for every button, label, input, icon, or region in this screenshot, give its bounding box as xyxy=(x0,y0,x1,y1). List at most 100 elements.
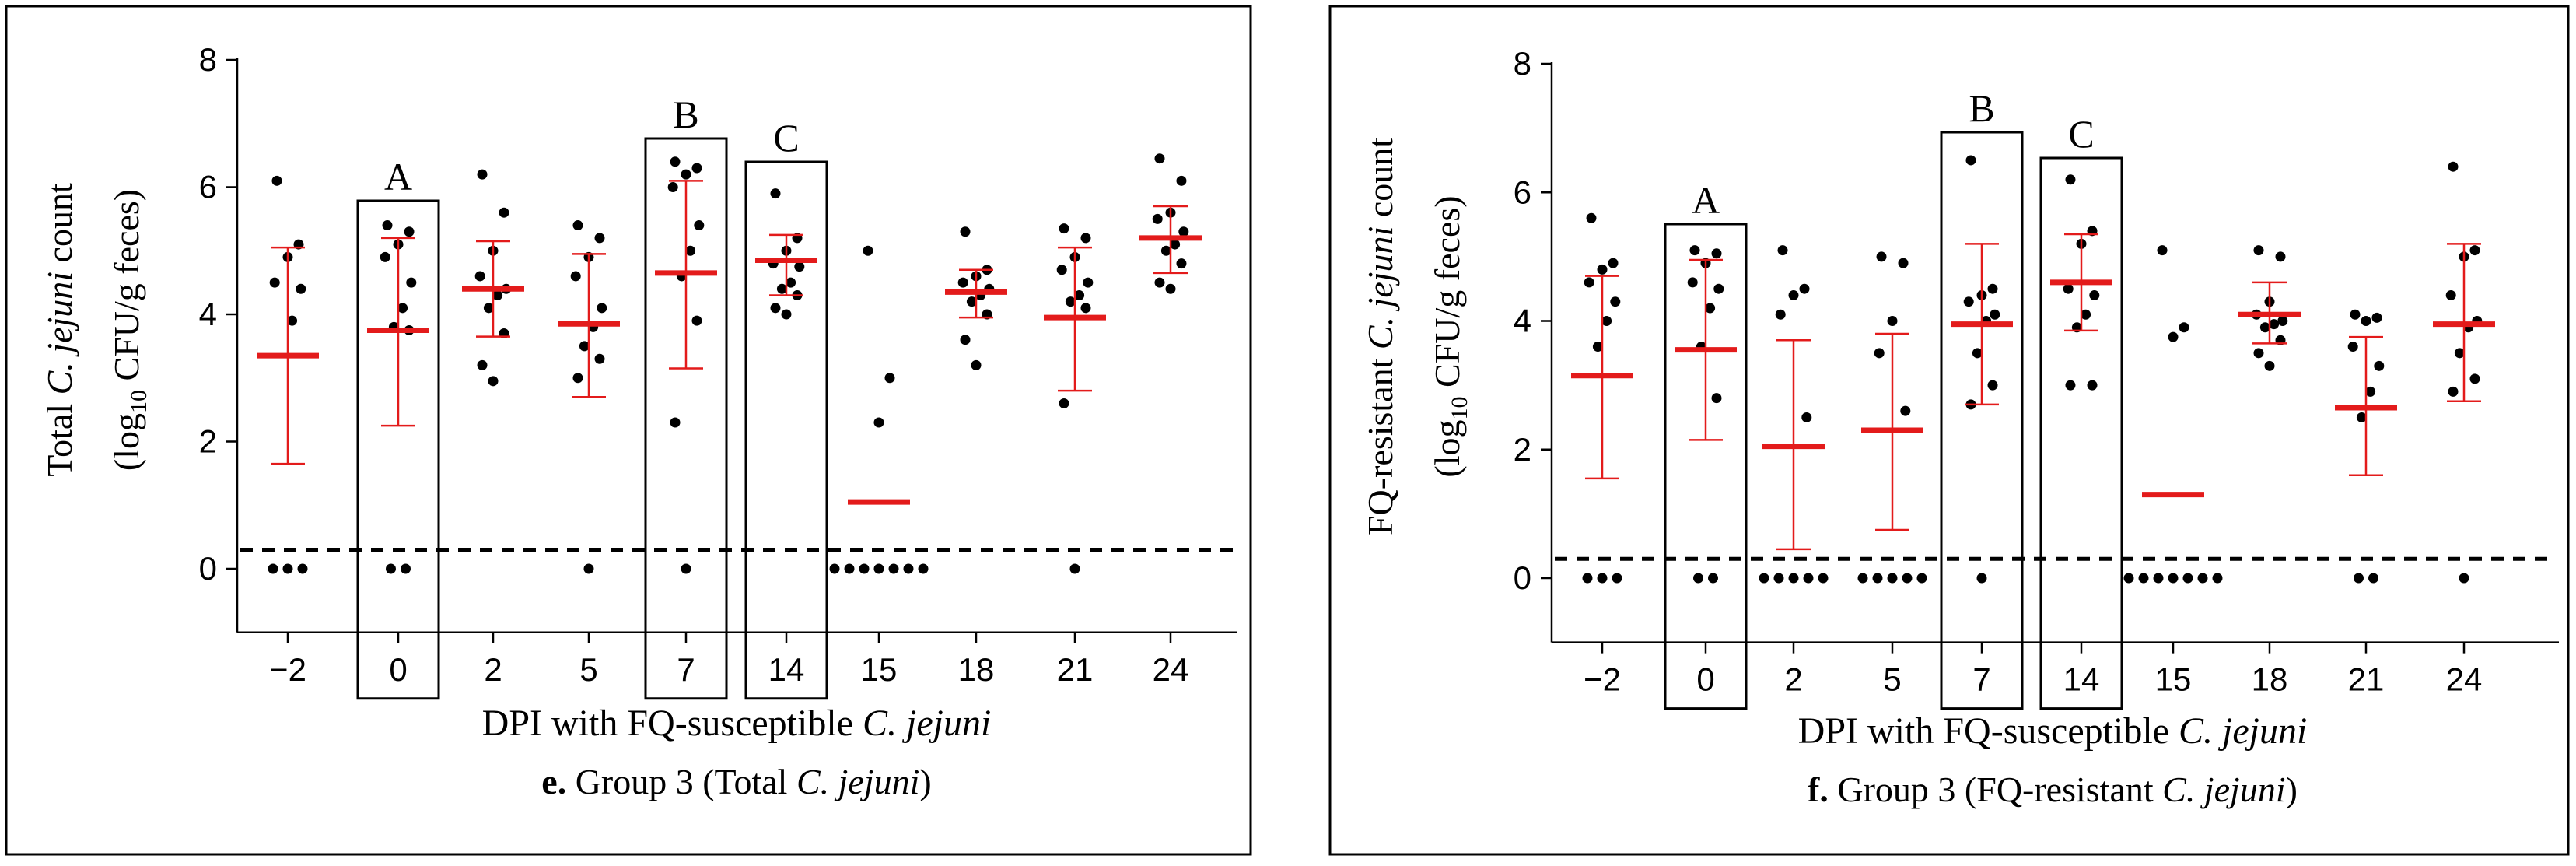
data-point xyxy=(296,283,306,294)
data-point xyxy=(1976,573,1987,584)
data-point xyxy=(2354,573,2364,584)
panel-f-frame xyxy=(1328,5,2570,856)
data-point xyxy=(1612,573,1622,584)
y-axis-title-line1: FQ-resistant C. jejuni count xyxy=(1360,138,1400,535)
data-point xyxy=(2253,348,2264,359)
data-point xyxy=(873,417,884,428)
x-tick-label: 21 xyxy=(1057,651,1094,688)
data-point xyxy=(1586,212,1597,223)
x-tick-label: 14 xyxy=(2063,661,2100,698)
x-axis-title: DPI with FQ-susceptible C. jejuni xyxy=(482,703,992,744)
data-point xyxy=(572,220,583,231)
x-tick-label: 15 xyxy=(861,651,898,688)
data-point xyxy=(2365,386,2376,397)
box-letter: C xyxy=(773,116,799,160)
data-point xyxy=(1059,223,1069,234)
data-point xyxy=(776,283,787,294)
data-point xyxy=(2264,360,2275,371)
data-point xyxy=(2350,309,2361,320)
box-letter: A xyxy=(1692,178,1720,222)
data-point xyxy=(1170,239,1181,250)
highlight-box xyxy=(356,199,440,700)
data-point xyxy=(2277,316,2288,326)
data-point xyxy=(1059,398,1069,408)
data-point xyxy=(1900,405,1911,416)
data-point xyxy=(1987,283,1998,294)
data-point xyxy=(594,233,605,244)
data-point xyxy=(2123,573,2134,584)
data-point xyxy=(1990,309,2000,320)
data-point xyxy=(2253,245,2264,256)
data-point xyxy=(863,245,873,256)
y-tick-label: 4 xyxy=(199,296,217,332)
data-point xyxy=(2157,245,2168,256)
data-point xyxy=(1965,155,1976,166)
x-tick-label: 0 xyxy=(389,651,407,688)
data-point xyxy=(794,261,805,272)
data-point xyxy=(2081,309,2091,320)
data-point xyxy=(1693,573,1703,584)
data-point xyxy=(2445,289,2456,300)
data-point xyxy=(1711,248,1722,259)
data-point xyxy=(1887,573,1898,584)
data-point xyxy=(2448,386,2459,397)
y-axis-title-line1: Total C. jejuni count xyxy=(40,183,79,477)
data-point xyxy=(477,169,488,180)
data-point xyxy=(1584,277,1594,288)
data-point xyxy=(960,226,971,237)
x-tick-label: 2 xyxy=(1784,661,1802,698)
data-point xyxy=(1801,412,1812,422)
y-tick-label: 0 xyxy=(1514,559,1531,596)
data-point xyxy=(572,373,583,384)
data-point xyxy=(1713,283,1724,294)
data-point xyxy=(1963,296,1974,307)
data-point xyxy=(2459,573,2469,584)
data-point xyxy=(2087,380,2098,391)
data-point xyxy=(1610,296,1621,307)
data-point xyxy=(667,182,678,192)
data-point xyxy=(483,303,494,314)
data-point xyxy=(918,563,929,574)
data-point xyxy=(1788,573,1799,584)
data-point xyxy=(681,563,691,574)
x-tick-label: −2 xyxy=(1584,661,1621,698)
data-point xyxy=(2368,573,2378,584)
data-point xyxy=(397,303,408,314)
x-tick-label: 14 xyxy=(768,651,805,688)
data-point xyxy=(960,335,971,345)
data-point xyxy=(1788,289,1799,300)
y-tick-label: 8 xyxy=(1514,45,1531,82)
x-tick-label: 7 xyxy=(677,651,695,688)
x-tick-label: 2 xyxy=(484,651,502,688)
data-point xyxy=(282,563,293,574)
data-point xyxy=(1080,303,1091,314)
y-tick-label: 4 xyxy=(1514,303,1531,339)
data-point xyxy=(594,353,605,364)
y-tick-label: 8 xyxy=(199,41,217,78)
data-point xyxy=(1887,316,1898,326)
x-tick-label: 18 xyxy=(2252,661,2288,698)
data-point xyxy=(2168,331,2179,342)
x-tick-label: −2 xyxy=(269,651,306,688)
data-point xyxy=(474,271,485,282)
data-point xyxy=(269,277,280,288)
data-point xyxy=(382,220,393,231)
data-point xyxy=(297,563,308,574)
panel-caption: e. Group 3 (Total C. jejuni) xyxy=(541,762,931,801)
y-tick-label: 2 xyxy=(199,423,217,460)
data-point xyxy=(1176,175,1187,186)
data-point xyxy=(583,563,594,574)
data-point xyxy=(1759,573,1769,584)
data-point xyxy=(694,220,705,231)
data-point xyxy=(2371,312,2382,323)
data-point xyxy=(597,303,607,314)
x-tick-label: 24 xyxy=(2446,661,2483,698)
data-point xyxy=(2153,573,2164,584)
data-point xyxy=(781,309,792,320)
data-point xyxy=(1597,264,1608,275)
data-point xyxy=(903,563,914,574)
data-point xyxy=(2089,289,2100,300)
box-letter: B xyxy=(673,93,698,136)
